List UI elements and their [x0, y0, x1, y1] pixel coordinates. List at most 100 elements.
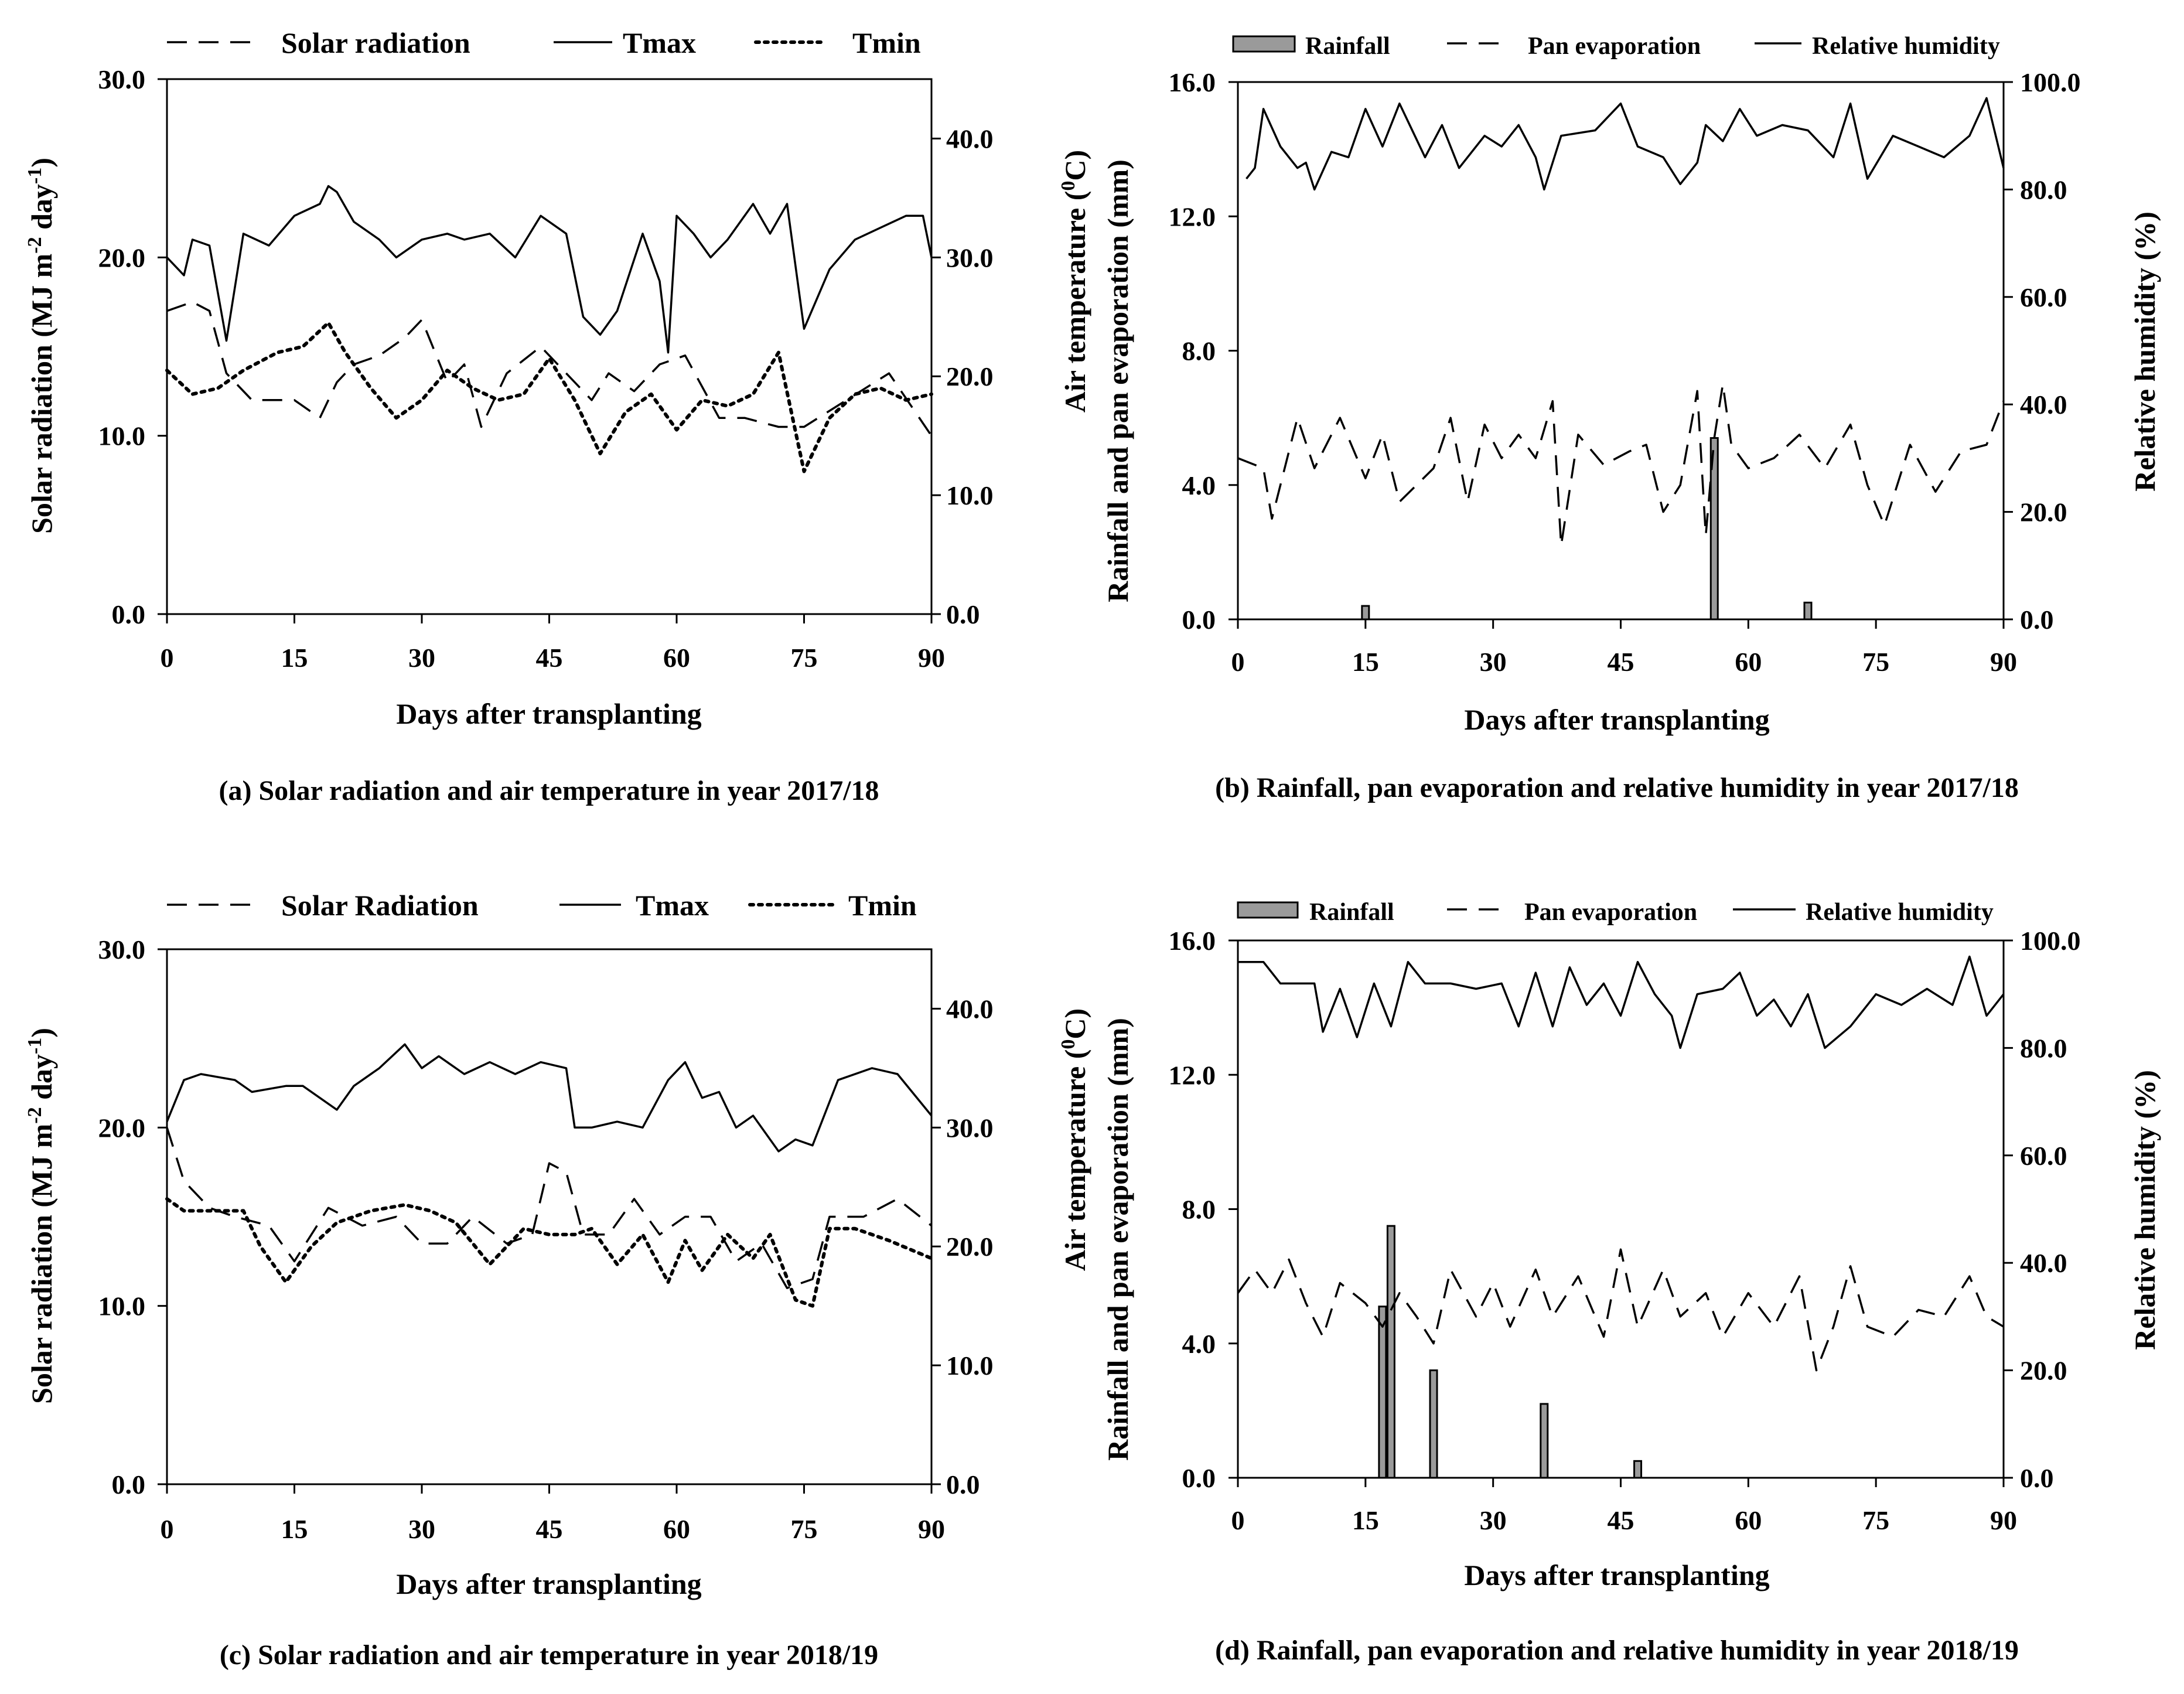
legend-label: Tmax [623, 26, 696, 59]
y-left-title-text: Solar radiation (MJ m [25, 1124, 58, 1404]
y-left-axis-title-line2: Rainfall and pan evaporation (mm) [1101, 1018, 1134, 1461]
y-left-title-text: Air temperature ( [1059, 1049, 1091, 1272]
y-right-tick-label: 10.0 [946, 1351, 994, 1381]
legend-label: Pan evaporation [1524, 899, 1697, 926]
x-tick-label: 30 [408, 1514, 435, 1544]
x-axis-title: Days after transplanting [1464, 1559, 1769, 1591]
y-right-tick-label: 30.0 [946, 243, 994, 272]
y-left-title-superscript: -1 [24, 168, 46, 184]
y-left-tick-label: 0.0 [112, 599, 146, 629]
x-tick-label: 0 [1231, 1505, 1245, 1535]
legend-swatch-rainfall [1237, 901, 1299, 919]
legend: Solar Radiation Tmax Tmin [167, 889, 917, 922]
series-line-relative-humidity [1238, 955, 2005, 1049]
rainfall-bar [1540, 1403, 1549, 1479]
y-left-tick-label: 16.0 [1169, 926, 1216, 956]
panel-caption: (b) Rainfall, pan evaporation and relati… [1215, 772, 2019, 803]
x-tick-label: 15 [1352, 1505, 1379, 1535]
y-left-tick-label: 10.0 [98, 421, 146, 451]
y-left-title-text: Air temperature ( [1059, 191, 1091, 413]
series-line-relative-humidity [1245, 97, 2005, 191]
panel-d: 0 15 30 45 60 75 900.04.08.012.016.00.020.040.… [1057, 899, 2161, 1666]
x-tick-label: 45 [1608, 1505, 1634, 1535]
x-tick-label: 60 [1735, 1505, 1762, 1535]
legend-label: Rainfall [1305, 33, 1390, 60]
panel-caption: (d) Rainfall, pan evaporation and relati… [1215, 1635, 2019, 1666]
x-tick-label: 60 [1735, 647, 1762, 677]
legend-label: Pan evaporation [1528, 33, 1701, 60]
x-tick-label: 45 [536, 1514, 563, 1544]
y-right-tick-label: 60.0 [2020, 282, 2067, 312]
y-right-tick-label: 80.0 [2020, 1033, 2067, 1063]
legend-label: Tmax [636, 889, 709, 922]
y-right-tick-label: 40.0 [2020, 390, 2067, 420]
x-tick-label: 45 [536, 643, 563, 673]
plot-frame [1237, 81, 2005, 621]
y-left-title-superscript: -2 [24, 237, 46, 253]
panel-caption: (a) Solar radiation and air temperature … [219, 775, 879, 806]
x-tick-label: 60 [663, 643, 690, 673]
x-tick-label: 75 [791, 1514, 818, 1544]
y-left-tick-label: 4.0 [1182, 1329, 1216, 1359]
y-left-tick-label: 12.0 [1169, 202, 1216, 231]
x-tick-label: 30 [1480, 1505, 1507, 1535]
x-tick-label: 30 [1480, 647, 1507, 677]
y-left-axis-title-line2: Rainfall and pan evaporation (mm) [1101, 159, 1134, 602]
legend-swatch-rainfall [1232, 35, 1296, 53]
y-left-axis-title: Solar radiation (MJ m-2 day-1) [24, 1028, 58, 1404]
y-left-title-superscript: -1 [24, 1038, 46, 1054]
x-tick-label: 0 [161, 643, 174, 673]
y-right-tick-label: 100.0 [2020, 67, 2081, 97]
x-tick-label: 15 [281, 643, 308, 673]
x-axis-title: Days after transplanting [396, 697, 701, 730]
y-left-title-text: Solar radiation (MJ m [25, 254, 58, 534]
y-left-axis-title-line1: Air temperature (0C) [1057, 1008, 1091, 1271]
y-right-tick-label: 100.0 [2020, 926, 2081, 956]
x-tick-label: 30 [408, 643, 435, 673]
x-tick-label: 0 [161, 1514, 174, 1544]
x-tick-label: 60 [663, 1514, 690, 1544]
y-right-tick-label: 0.0 [2020, 1463, 2054, 1493]
y-right-tick-label: 40.0 [946, 994, 994, 1024]
y-left-tick-label: 10.0 [98, 1291, 146, 1321]
y-left-title-superscript: 0 [1057, 1039, 1079, 1049]
y-left-axis-title: Solar radiation (MJ m-2 day-1) [24, 158, 58, 534]
y-right-tick-label: 40.0 [2020, 1248, 2067, 1278]
plot-frame [1237, 939, 2005, 1479]
y-left-title-text: day [25, 1054, 58, 1107]
y-right-tick-label: 10.0 [946, 480, 994, 510]
series-line-tmax [166, 185, 933, 354]
x-tick-label: 90 [1990, 647, 2017, 677]
x-axis-title: Days after transplanting [1464, 703, 1769, 736]
legend-label: Rainfall [1309, 899, 1394, 926]
x-tick-label: 90 [1990, 1505, 2017, 1535]
y-left-tick-label: 0.0 [112, 1470, 146, 1499]
legend-label: Tmin [852, 26, 921, 59]
rainfall-bar [1361, 605, 1370, 621]
series-line-solar-radiation [166, 1127, 933, 1289]
legend-label: Tmin [848, 889, 917, 922]
y-right-tick-label: 0.0 [2020, 605, 2054, 635]
x-tick-label: 15 [281, 1514, 308, 1544]
panel-caption: (c) Solar radiation and air temperature … [220, 1640, 878, 1671]
y-left-tick-label: 20.0 [98, 243, 146, 272]
x-tick-label: 75 [1862, 647, 1889, 677]
series-line-solar-radiation [166, 301, 933, 437]
y-left-tick-label: 12.0 [1169, 1060, 1216, 1090]
y-right-tick-label: 30.0 [946, 1113, 994, 1143]
x-tick-label: 15 [1352, 647, 1379, 677]
y-right-tick-label: 20.0 [946, 362, 994, 391]
series-line-tmax [166, 1043, 933, 1153]
y-left-tick-label: 30.0 [98, 935, 146, 964]
y-left-tick-label: 16.0 [1169, 67, 1216, 97]
legend-label: Relative humidity [1812, 33, 2000, 60]
y-left-tick-label: 4.0 [1182, 471, 1216, 500]
x-tick-label: 45 [1608, 647, 1634, 677]
y-left-tick-label: 0.0 [1182, 1463, 1216, 1493]
legend: Rainfall Pan evaporation Relative humidity [1232, 33, 2000, 60]
legend-label: Solar radiation [281, 26, 470, 59]
plot-frame [166, 948, 933, 1485]
y-right-tick-label: 20.0 [2020, 1356, 2067, 1386]
legend-label: Relative humidity [1806, 899, 1994, 926]
